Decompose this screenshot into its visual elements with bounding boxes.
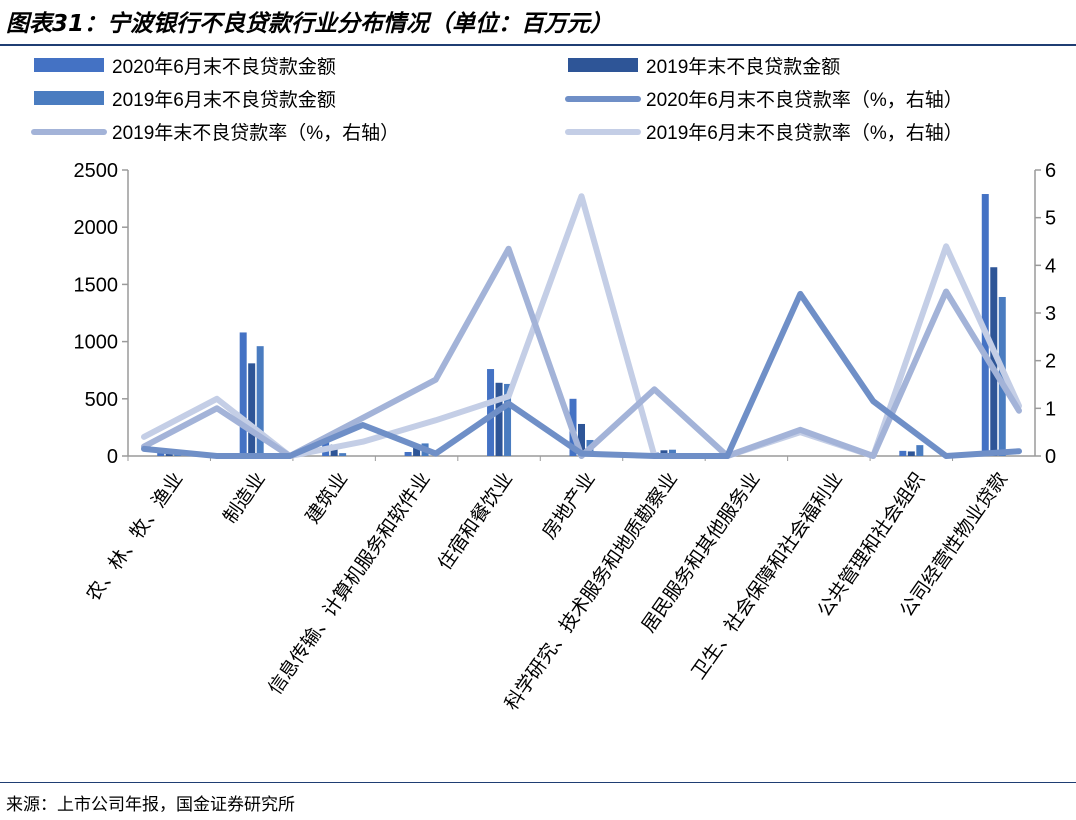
- right-tick-label: 1: [1045, 398, 1056, 420]
- legend-label: 2020年6月末不良贷款金额: [112, 56, 336, 78]
- bar: [916, 445, 924, 456]
- bar: [256, 346, 264, 456]
- right-tick-label: 5: [1045, 208, 1056, 230]
- left-tick-label: 0: [107, 446, 118, 468]
- x-tick-label: 建筑业: [302, 468, 353, 527]
- bar: [495, 382, 503, 456]
- left-tick-label: 1500: [74, 274, 119, 296]
- right-tick-label: 4: [1045, 255, 1056, 277]
- x-tick-label: 住宿和餐饮业: [434, 468, 517, 574]
- legend-swatch-bar: [34, 58, 104, 72]
- bar: [413, 446, 421, 456]
- bar: [578, 423, 585, 456]
- legend-label: 2019年6月末不良贷款金额: [112, 89, 336, 111]
- left-tick-label: 500: [85, 389, 118, 411]
- lines: [141, 193, 1022, 459]
- legend-label: 2019年末不良贷款率（%，右轴）: [112, 122, 399, 144]
- bar: [339, 453, 347, 456]
- bar: [668, 449, 676, 456]
- bar: [504, 383, 512, 456]
- legend-swatch-bar: [568, 58, 638, 72]
- axes: 0 500 1000 1500 2000 2500 0 1 2 3 4 5 6: [74, 160, 1057, 468]
- left-tick-label: 1000: [74, 332, 119, 354]
- left-tick-label: 2000: [74, 217, 119, 239]
- bar: [990, 267, 998, 456]
- bar: [239, 332, 247, 456]
- legend-label: 2019年末不良贷款金额: [646, 56, 840, 78]
- bar: [404, 451, 412, 456]
- x-tick-label: 科学研究、技术服务和地质勘察业: [501, 468, 682, 714]
- chart: 2020年6月末不良贷款金额 2019年末不良贷款金额 2019年6月末不良贷款金额…: [31, 56, 1057, 714]
- right-tick-label: 3: [1045, 303, 1056, 325]
- rate-line: [141, 290, 1022, 459]
- right-tick-label: 2: [1045, 351, 1056, 373]
- legend-label: 2019年6月末不良贷款率（%，右轴）: [646, 122, 963, 144]
- bars: [157, 194, 1006, 457]
- legend: 2020年6月末不良贷款金额 2019年末不良贷款金额 2019年6月末不良贷款金额…: [31, 56, 963, 144]
- bar: [907, 451, 915, 456]
- legend-label: 2020年6月末不良贷款率（%，右轴）: [646, 89, 963, 111]
- bar: [899, 450, 907, 456]
- x-tick-label: 房地产业: [538, 468, 600, 543]
- figure-title: 图表31：宁波银行不良贷款行业分布情况（单位：百万元）: [6, 11, 614, 37]
- x-tick-label: 制造业: [219, 468, 270, 527]
- right-tick-label: 0: [1045, 446, 1056, 468]
- x-tick-label: 卫生、社会保障和社会福利业: [687, 468, 847, 683]
- right-tick-label: 6: [1045, 160, 1056, 182]
- legend-swatch-bar: [34, 91, 104, 105]
- title-rule: [0, 44, 1076, 46]
- x-tick-label: 农、林、牧、渔业: [82, 468, 187, 605]
- left-tick-label: 2500: [74, 160, 119, 182]
- source-note: 来源：上市公司年报，国金证券研究所: [6, 795, 295, 815]
- bar: [248, 363, 256, 456]
- source-rule: [0, 782, 1076, 783]
- x-tick-label: 信息传输、计算机服务和软件业: [264, 468, 435, 699]
